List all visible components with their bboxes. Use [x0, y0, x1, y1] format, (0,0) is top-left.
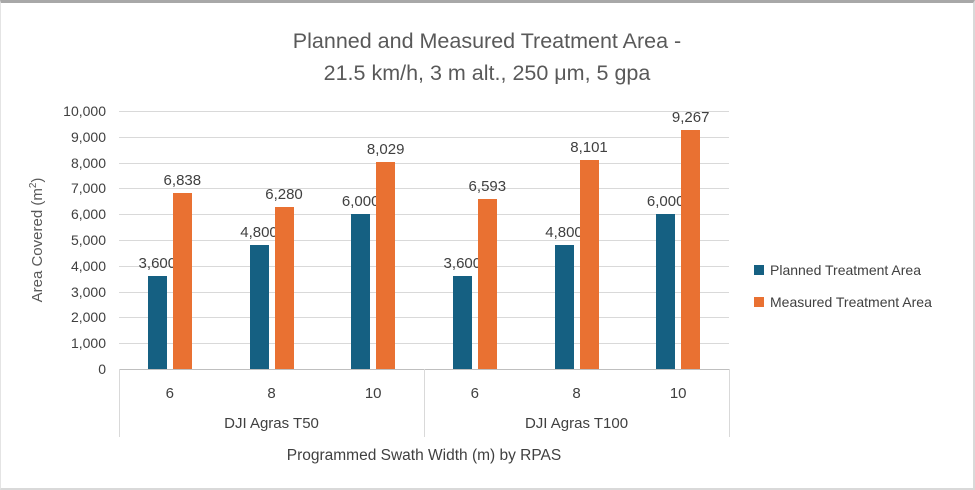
bar-value-label: 6,000 [341, 193, 380, 211]
bar-value-label: 3,600 [138, 255, 177, 273]
category-tick-label: 8 [267, 385, 276, 402]
legend-item: Measured Treatment Area [754, 294, 932, 310]
gridline [119, 111, 729, 112]
bar-value-label: 8,029 [366, 140, 405, 158]
bar-planned [452, 276, 472, 369]
gridline [119, 162, 729, 164]
gridline [119, 188, 729, 190]
bar-measured [477, 198, 497, 369]
bar-value-label: 6,280 [265, 185, 303, 203]
gridline [119, 136, 729, 138]
bar-measured [681, 129, 701, 369]
chart-title-line-1: Planned and Measured Treatment Area - [292, 29, 682, 53]
category-tick-label: 6 [165, 385, 174, 402]
bar-planned [554, 245, 574, 369]
legend-swatch-measured [754, 297, 764, 307]
bar-value-label: 6,838 [163, 171, 202, 189]
gridline [119, 317, 729, 319]
bar-value-label: 6,593 [468, 177, 507, 195]
gridline [119, 291, 729, 293]
chart-title: Planned and Measured Treatment Area - 21… [1, 25, 973, 89]
y-tick-label: 10,000 [63, 103, 106, 119]
axis-bracket-line [424, 369, 425, 437]
legend-label: Planned Treatment Area [770, 262, 921, 278]
category-tick-label: 8 [572, 385, 581, 402]
y-tick-label: 6,000 [70, 206, 106, 223]
gridline [119, 240, 729, 241]
y-tick-label: 5,000 [70, 232, 106, 248]
bar-planned [249, 245, 269, 369]
y-tick-label: 2,000 [70, 309, 106, 326]
legend-label: Measured Treatment Area [770, 294, 932, 310]
category-tick-label: 6 [470, 385, 479, 402]
rpas-group-label: DJI Agras T100 [524, 415, 629, 432]
bar-value-label: 4,800 [240, 224, 278, 242]
legend-swatch-planned [754, 265, 764, 275]
legend-item: Planned Treatment Area [754, 262, 932, 278]
chart-title-line-2: 21.5 km/h, 3 m alt., 250 μm, 5 gpa [323, 61, 651, 85]
rpas-group-label: DJI Agras T50 [224, 415, 319, 432]
y-tick-label: 0 [98, 361, 106, 377]
bar-planned [147, 276, 167, 369]
gridline [119, 265, 729, 267]
bar-measured [376, 161, 396, 369]
y-tick-label: 3,000 [70, 283, 106, 300]
bar-value-label: 4,800 [545, 224, 583, 242]
axis-bracket-line [119, 369, 120, 437]
bar-planned [351, 214, 371, 369]
y-tick-label: 4,000 [70, 257, 106, 274]
category-tick-label: 10 [669, 385, 687, 402]
y-tick-label: 8,000 [70, 154, 106, 171]
bar-value-label: 3,600 [443, 255, 482, 273]
axis-bracket-line [729, 369, 730, 437]
category-tick-label: 10 [364, 385, 382, 402]
bar-planned [656, 214, 676, 369]
bar-measured [274, 206, 294, 369]
bar-value-label: 9,267 [671, 108, 710, 126]
y-tick-label: 9,000 [70, 128, 106, 145]
bar-measured [579, 160, 599, 369]
bar-value-label: 6,000 [646, 193, 685, 211]
y-tick-label: 1,000 [70, 335, 106, 352]
bar-value-label: 8,101 [570, 138, 608, 156]
y-tick-label: 7,000 [70, 180, 106, 197]
x-axis-title: Programmed Swath Width (m) by RPAS [286, 447, 562, 464]
plot-area: 3,600 6,838 4,800 6,280 6,000 8,029 3,600 6,593… [119, 108, 729, 370]
gridline [119, 343, 729, 345]
gridline [119, 214, 729, 216]
bar-measured [172, 192, 192, 369]
legend: Planned Treatment Area Measured Treatment… [754, 262, 932, 310]
